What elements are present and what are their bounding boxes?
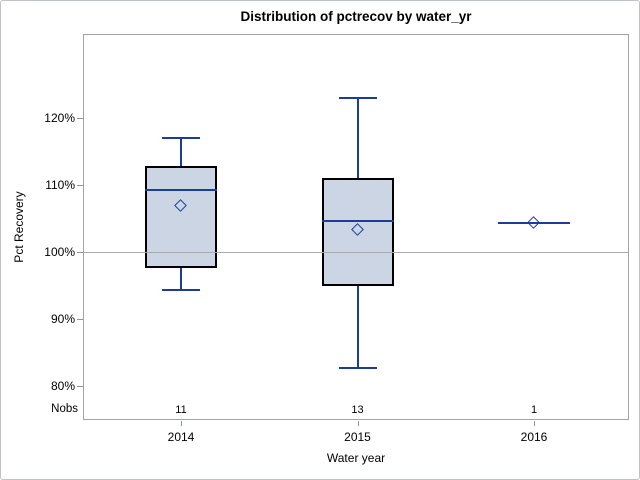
nobs-row-label: Nobs: [51, 403, 78, 415]
y-tick-mark: [77, 319, 83, 321]
median-line: [145, 189, 217, 192]
x-tick-label: 2014: [167, 430, 195, 444]
y-tick-label: 120%: [44, 110, 75, 125]
upper-whisker-cap: [162, 137, 200, 140]
x-tick-mark: [534, 421, 535, 426]
x-axis-title: Water year: [326, 451, 386, 465]
y-tick-label: 100%: [44, 245, 75, 260]
x-tick-label: 2015: [344, 430, 371, 444]
x-tick-mark: [357, 421, 359, 426]
lower-whisker: [356, 285, 359, 368]
upper-whisker: [180, 138, 182, 167]
y-tick-label: 80%: [50, 379, 75, 394]
chart-title: Distribution of pctrecov by water_yr: [240, 9, 472, 24]
median-line: [321, 220, 394, 223]
nobs-value: 13: [351, 404, 364, 416]
y-tick-mark: [77, 185, 83, 187]
y-tick-label: 110%: [45, 178, 75, 193]
lower-whisker-cap: [338, 366, 377, 369]
nobs-value: 1: [530, 404, 538, 416]
x-tick-label: 2016: [520, 430, 548, 444]
median-line: [498, 221, 570, 224]
reference-line: [84, 252, 628, 254]
lower-whisker-cap: [162, 289, 200, 292]
box: [145, 166, 217, 268]
upper-whisker-cap: [338, 97, 377, 100]
y-axis-title: Pct Recovery: [12, 191, 26, 263]
y-tick-mark: [77, 252, 83, 254]
lower-whisker: [180, 267, 182, 291]
nobs-value: 11: [175, 404, 187, 416]
y-tick-mark: [77, 117, 83, 119]
y-tick-label: 90%: [50, 312, 75, 327]
upper-whisker: [356, 98, 359, 178]
box: [321, 177, 394, 286]
x-tick-mark: [181, 421, 182, 426]
y-tick-mark: [77, 386, 83, 388]
